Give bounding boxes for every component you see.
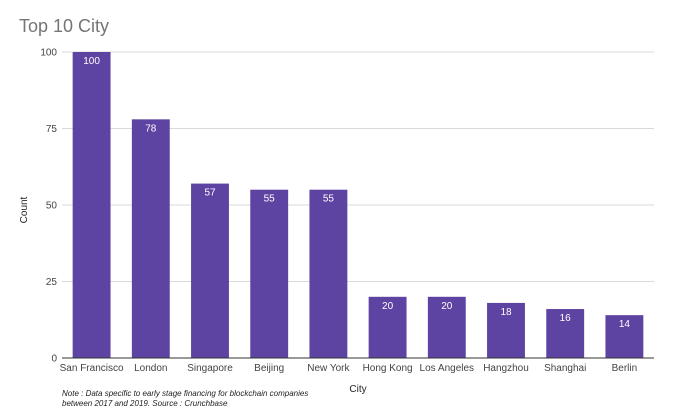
chart-note-line-2: between 2017 and 2019. Source : Crunchba… [62,399,228,408]
bar-value-label: 14 [619,319,631,330]
x-tick-label: Hong Kong [363,363,413,374]
x-tick-label: Beijing [254,363,284,374]
bars [72,52,644,358]
bar [368,296,407,358]
bar-value-label: 100 [83,56,100,67]
bar-value-label: 78 [145,123,157,134]
bar [191,183,229,358]
y-axis-title: Count [19,196,30,223]
chart-note: Note : Data specific to early stage fina… [62,389,362,409]
y-tick-label: 0 [51,354,57,365]
data-labels: 100 78 57 55 55 20 20 18 16 14 [83,56,630,330]
bar [250,189,289,358]
bar [605,315,644,358]
bar [309,189,348,358]
bar [72,52,111,358]
y-tick-label: 25 [46,277,58,288]
x-tick-label: Berlin [612,363,638,374]
x-tick-label: Singapore [187,363,233,374]
bar-value-label: 55 [323,194,335,205]
x-tick-label: London [134,363,167,374]
bar-value-label: 57 [204,188,216,199]
y-tick-label: 50 [46,201,58,212]
y-tick-label: 75 [46,124,58,135]
x-tick-label: New York [307,363,350,374]
bar-value-label: 55 [264,194,276,205]
x-tick-label: San Francisco [60,363,124,374]
bar-value-label: 20 [441,301,453,312]
chart-title: Top 10 City [19,16,109,36]
bar [487,302,525,358]
chart-note-line-1: Note : Data specific to early stage fina… [62,389,309,398]
bar-value-label: 18 [500,307,512,318]
x-axis-ticks: San Francisco London Singapore Beijing New Y… [60,363,638,374]
x-tick-label: Los Angeles [420,363,475,374]
bar [546,309,585,358]
x-tick-label: Hangzhou [483,363,529,374]
bar-value-label: 20 [382,301,394,312]
y-tick-label: 100 [40,48,57,59]
bar-value-label: 16 [560,313,572,324]
bar [131,119,170,358]
x-axis-title: City [349,384,366,395]
x-tick-label: Shanghai [544,363,586,374]
bar [427,296,466,358]
y-axis-ticks: 0 25 50 75 100 [40,48,57,365]
